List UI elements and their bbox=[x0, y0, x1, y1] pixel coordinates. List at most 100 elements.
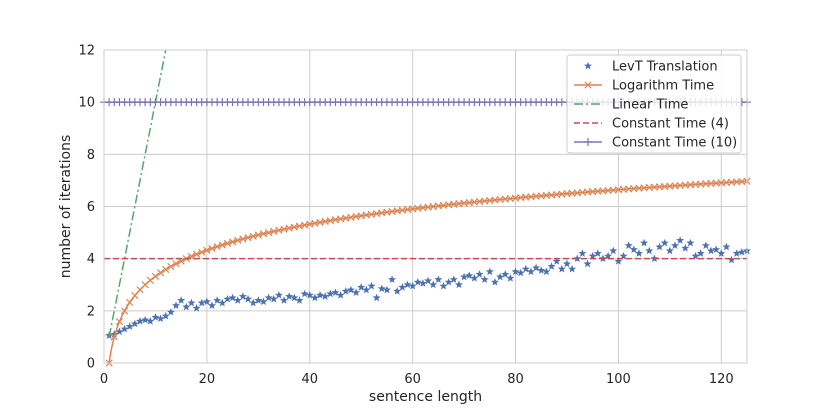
data-point bbox=[449, 275, 458, 283]
data-point bbox=[578, 249, 587, 257]
data-point bbox=[310, 293, 319, 302]
data-point bbox=[115, 327, 124, 336]
data-point bbox=[126, 298, 134, 307]
data-point bbox=[161, 311, 170, 320]
data-point bbox=[388, 275, 397, 283]
data-point bbox=[239, 235, 247, 243]
legend-box bbox=[566, 54, 742, 154]
data-point bbox=[681, 244, 690, 252]
data-point bbox=[213, 243, 221, 251]
data-point bbox=[233, 296, 242, 304]
data-point bbox=[300, 289, 309, 298]
data-point bbox=[377, 284, 386, 293]
data-point bbox=[470, 274, 479, 282]
data-point bbox=[285, 292, 294, 300]
x-axis-label: sentence length bbox=[369, 389, 482, 405]
x-tick-label: 0 bbox=[100, 372, 108, 387]
data-point bbox=[413, 277, 422, 286]
data-point bbox=[655, 242, 664, 251]
data-point bbox=[444, 277, 453, 286]
x-tick-label: 120 bbox=[709, 372, 734, 387]
data-point bbox=[146, 276, 154, 284]
data-point bbox=[480, 275, 489, 283]
data-point bbox=[290, 293, 299, 302]
series-line bbox=[108, 49, 167, 338]
legend-entry: Constant Time (4) bbox=[574, 117, 729, 132]
data-point bbox=[593, 249, 602, 257]
data-point bbox=[120, 324, 129, 333]
data-point bbox=[208, 301, 217, 310]
data-point bbox=[156, 314, 165, 323]
data-point bbox=[490, 277, 499, 286]
data-point bbox=[197, 298, 206, 307]
data-point bbox=[136, 317, 144, 325]
y-tick-label: 0 bbox=[87, 357, 95, 372]
data-point bbox=[609, 246, 618, 255]
data-point bbox=[125, 322, 134, 330]
x-tick-label: 20 bbox=[199, 372, 216, 387]
data-point bbox=[526, 267, 535, 276]
data-point bbox=[670, 241, 679, 250]
data-point bbox=[629, 245, 638, 253]
data-point bbox=[645, 246, 654, 255]
data-point bbox=[542, 267, 551, 276]
data-point bbox=[177, 296, 186, 304]
data-point bbox=[557, 264, 566, 273]
legend-marker bbox=[584, 81, 592, 89]
y-tick-label: 2 bbox=[87, 304, 95, 319]
data-point bbox=[244, 294, 253, 303]
data-point bbox=[691, 251, 700, 260]
data-point bbox=[280, 296, 289, 304]
data-point bbox=[604, 251, 613, 260]
data-point bbox=[547, 262, 556, 270]
data-point bbox=[166, 307, 175, 316]
data-point bbox=[234, 236, 242, 245]
data-point bbox=[198, 248, 206, 256]
legend-entry: LevT Translation bbox=[584, 60, 718, 75]
data-point bbox=[141, 315, 150, 324]
data-point bbox=[115, 318, 124, 326]
data-point bbox=[249, 232, 257, 240]
legend-label: Linear Time bbox=[612, 98, 688, 113]
data-point bbox=[269, 294, 278, 303]
y-tick-label: 4 bbox=[87, 252, 95, 267]
data-point bbox=[187, 298, 196, 307]
data-point bbox=[568, 264, 577, 273]
data-point bbox=[418, 279, 427, 287]
data-point bbox=[228, 293, 237, 302]
data-point bbox=[316, 290, 325, 299]
data-point bbox=[614, 257, 623, 265]
data-point bbox=[341, 287, 350, 295]
data-point bbox=[146, 317, 155, 325]
data-point bbox=[367, 281, 376, 290]
data-point bbox=[223, 294, 232, 303]
data-point bbox=[362, 285, 371, 294]
legend-label: LevT Translation bbox=[612, 60, 718, 75]
data-point bbox=[352, 288, 361, 296]
data-point bbox=[208, 244, 216, 253]
data-point bbox=[120, 307, 129, 315]
axes bbox=[103, 49, 748, 364]
data-point bbox=[172, 301, 181, 310]
data-point bbox=[686, 238, 695, 247]
data-point bbox=[660, 238, 669, 247]
data-point bbox=[259, 297, 268, 306]
data-point bbox=[640, 238, 649, 247]
data-point bbox=[506, 274, 515, 282]
data-point bbox=[172, 260, 180, 268]
series-levt-translation bbox=[105, 236, 751, 340]
data-point bbox=[634, 249, 643, 257]
data-point bbox=[305, 290, 314, 299]
legend-marker bbox=[584, 61, 592, 70]
data-point bbox=[475, 270, 484, 278]
data-point bbox=[218, 241, 226, 249]
data-point bbox=[439, 281, 448, 290]
data-point bbox=[228, 238, 237, 246]
data-point bbox=[274, 290, 283, 299]
data-point bbox=[382, 285, 391, 294]
data-point bbox=[408, 281, 417, 290]
data-point bbox=[588, 251, 597, 260]
legend-marker bbox=[584, 138, 592, 146]
data-point bbox=[485, 267, 494, 276]
data-point bbox=[562, 259, 571, 268]
